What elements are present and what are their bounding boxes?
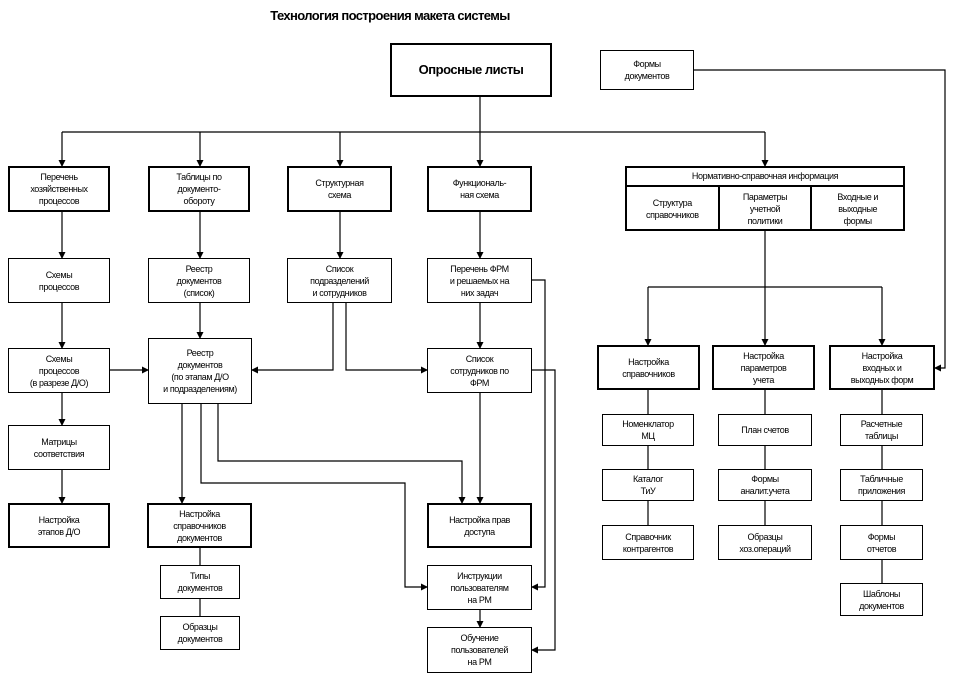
nsi-header: Нормативно-справочная информация [627,168,903,187]
node-tablicy-do: Таблицы по документо- обороту [148,166,250,212]
node-oprosnye: Опросные листы [390,43,552,97]
node-katalog: Каталог ТиУ [602,469,694,501]
node-instrukcii: Инструкции пользователям на РМ [427,565,532,610]
node-shablony-dok: Шаблоны документов [840,583,923,616]
node-spisok-sotr: Список сотрудников по ФРМ [427,348,532,393]
node-shemy-razrez: Схемы процессов (в разрезе Д/О) [8,348,110,393]
node-tabl-pril: Табличные приложения [840,469,923,501]
node-perechen-frm: Перечень ФРМ и решаемых на них задач [427,258,532,303]
nsi-cell-structure: Структура справочников [646,198,699,220]
node-tipy-dok: Типы документов [160,565,240,599]
node-nastr-etapov: Настройка этапов Д/О [8,503,110,548]
node-obrazcy-dok: Образцы документов [160,616,240,650]
node-formy-otch: Формы отчетов [840,525,923,560]
arrow-connector [694,69,946,372]
arrow-connector [531,279,546,591]
node-matricy: Матрицы соответствия [8,425,110,470]
node-formy-analit: Формы аналит.учета [718,469,812,501]
nsi-box: Нормативно-справочная информация Структу… [625,166,905,231]
node-nastr-sprav: Настройка справочников [597,345,700,390]
node-sprav-kontr: Справочник контрагентов [602,525,694,560]
arrow-connector [200,404,428,591]
node-nastr-prav: Настройка прав доступа [427,503,532,548]
node-reestr-spisok: Реестр документов (список) [148,258,250,303]
arrow-connector [345,303,428,374]
node-nastr-form: Настройка входных и выходных форм [829,345,935,390]
node-nastr-sprav-dok: Настройка справочников документов [147,503,252,548]
node-perechen-proc: Перечень хозяйственных процессов [8,166,110,212]
node-struct-schema: Структурная схема [287,166,392,212]
nsi-cell-parameters: Параметры учетной политики [717,187,811,231]
node-raschet-tabl: Расчетные таблицы [840,414,923,446]
nsi-cell-forms: Входные и выходные формы [810,187,903,231]
node-spisok-podr: Список подразделений и сотрудников [287,258,392,303]
node-shemy-proc: Схемы процессов [8,258,110,303]
diagram-title: Технология построения макета системы [270,8,510,23]
node-plan-schetov: План счетов [718,414,812,446]
arrow-connector [251,303,334,374]
arrow-connector [217,404,466,504]
node-nomenklator: Номенклатор МЦ [602,414,694,446]
arrow-connector [531,369,556,654]
node-obuchenie: Обучение пользователей на РМ [427,627,532,673]
node-nastr-param: Настройка параметров учета [712,345,815,390]
node-func-schema: Функциональ- ная схема [427,166,532,212]
node-obrazcy-hoz: Образцы хоз.операций [718,525,812,560]
node-formy-dok: Формы документов [600,50,694,90]
node-reestr-etap: Реестр документов (по этапам Д/О и подра… [148,338,252,404]
